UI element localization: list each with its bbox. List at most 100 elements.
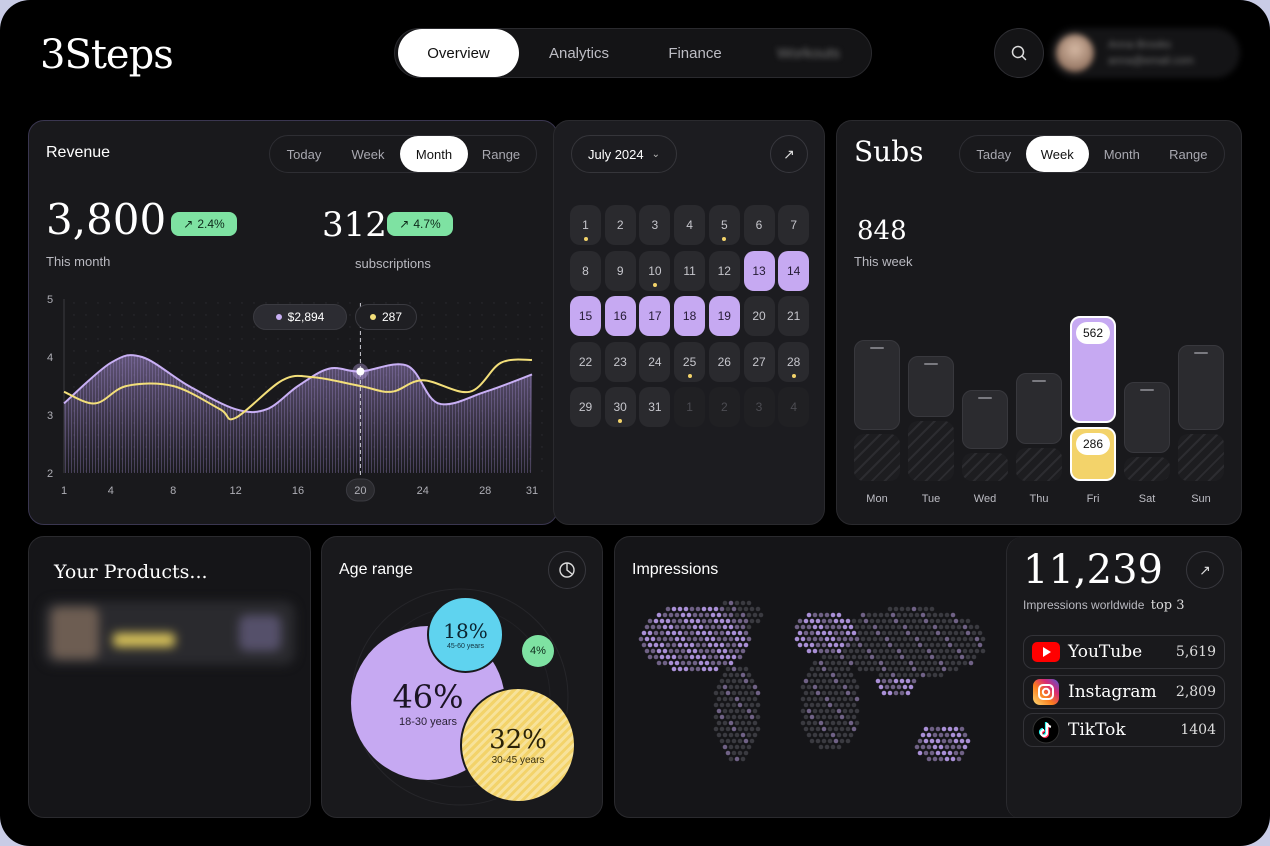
calendar-day[interactable]: 25: [674, 341, 706, 382]
world-map[interactable]: [625, 593, 1005, 813]
calendar-day[interactable]: 4: [674, 205, 706, 245]
subs-bar-upper[interactable]: [1178, 345, 1224, 430]
map-dot: [713, 606, 719, 612]
map-dot: [824, 660, 830, 666]
revenue-period-range[interactable]: Range: [481, 146, 521, 162]
calendar-day-number: 21: [787, 309, 801, 323]
age-bubble-30-45[interactable]: 32% 30-45 years: [460, 687, 576, 803]
map-dot: [725, 678, 731, 684]
subs-bar-lower[interactable]: [1016, 448, 1062, 481]
subs-bar-upper[interactable]: [962, 390, 1008, 449]
calendar-day[interactable]: 28: [778, 341, 810, 382]
revenue-period-today[interactable]: Today: [286, 146, 322, 162]
subs-bar-upper[interactable]: [1016, 373, 1062, 444]
subs-bar-lower[interactable]: [1124, 457, 1170, 481]
calendar-day[interactable]: 29: [570, 387, 601, 427]
subs-bar-upper[interactable]: [908, 356, 954, 417]
map-dot: [965, 642, 971, 648]
calendar-day-number: 16: [613, 309, 627, 323]
subs-bar-lower[interactable]: [908, 421, 954, 481]
age-range-card: Age range 46% 18-30 years 18% 45-60 year…: [321, 536, 603, 818]
event-dot-icon: [583, 237, 588, 241]
map-dot: [695, 630, 701, 636]
platform-row-youtube[interactable]: YouTube 5,619: [1023, 635, 1225, 669]
calendar-day[interactable]: 5: [708, 205, 740, 245]
map-dot: [917, 630, 923, 636]
map-dot: [707, 666, 713, 672]
calendar-day[interactable]: 23: [604, 341, 636, 382]
map-dot: [710, 636, 716, 642]
calendar-day[interactable]: 17: [639, 296, 671, 336]
map-dot: [704, 636, 710, 642]
subs-bar-upper[interactable]: [854, 340, 900, 430]
map-dot: [827, 714, 833, 720]
subs-period-range[interactable]: Range: [1169, 146, 1208, 162]
revenue-period-month[interactable]: Month: [400, 136, 468, 172]
map-dot: [899, 690, 905, 696]
expand-calendar-button[interactable]: ↗: [770, 135, 808, 173]
calendar-day[interactable]: 8: [570, 250, 601, 291]
tab-finance[interactable]: Finance: [668, 44, 722, 62]
age-bubble-other[interactable]: 4%: [522, 635, 554, 667]
calendar-day[interactable]: 12: [708, 250, 740, 291]
subs-bar-lower[interactable]: [854, 434, 900, 481]
subs-period-month[interactable]: Month: [1103, 146, 1140, 162]
calendar-day[interactable]: 20: [743, 296, 775, 336]
map-dot: [737, 618, 743, 624]
tab-workouts[interactable]: Workouts: [776, 44, 841, 62]
calendar-day[interactable]: 11: [674, 250, 706, 291]
map-dot: [923, 630, 929, 636]
map-dot: [887, 654, 893, 660]
map-dot: [719, 738, 725, 744]
map-dot: [734, 612, 740, 618]
subs-bar-lower[interactable]: 286: [1070, 427, 1116, 481]
platform-row-tiktok[interactable]: TikTok 1404: [1023, 713, 1225, 747]
calendar-day[interactable]: 31: [639, 387, 671, 427]
platform-row-instagram[interactable]: Instagram 2,809: [1023, 675, 1225, 709]
map-dot: [716, 624, 722, 630]
calendar-day[interactable]: 1: [570, 205, 601, 245]
calendar-day[interactable]: 10: [639, 250, 671, 291]
tab-analytics[interactable]: Analytics: [548, 44, 610, 62]
month-selector[interactable]: July 2024 ⌄: [571, 135, 677, 173]
subs-bar-lower[interactable]: [1178, 434, 1224, 481]
subs-period-today[interactable]: Taday: [976, 146, 1012, 162]
profile-menu[interactable]: Anna Brooks anna@email.com: [1050, 28, 1240, 78]
subs-bar-lower[interactable]: [962, 453, 1008, 481]
map-dot: [902, 672, 908, 678]
calendar-day[interactable]: 15: [570, 296, 601, 336]
calendar-day[interactable]: 6: [743, 205, 775, 245]
calendar-day[interactable]: 22: [570, 341, 601, 382]
calendar-day[interactable]: 2: [604, 205, 636, 245]
calendar-day[interactable]: 19: [708, 296, 740, 336]
map-dot: [836, 744, 842, 750]
revenue-period-week[interactable]: Week: [351, 146, 385, 162]
tab-overview[interactable]: Overview: [398, 29, 519, 77]
calendar-day[interactable]: 14: [778, 250, 810, 291]
map-dot: [971, 642, 977, 648]
calendar-day[interactable]: 27: [743, 341, 775, 382]
revenue-line-chart[interactable]: 2 3 4 5 1 4 8 12 16 20 24 28 31: [29, 291, 558, 521]
subs-bar-upper[interactable]: 562: [1070, 316, 1116, 423]
calendar-day[interactable]: 16: [604, 296, 636, 336]
calendar-day[interactable]: 3: [639, 205, 671, 245]
subs-period-week[interactable]: Week: [1025, 136, 1090, 172]
product-item[interactable]: [43, 601, 295, 665]
map-dot: [743, 690, 749, 696]
calendar-day[interactable]: 26: [708, 341, 740, 382]
subs-bar-upper[interactable]: [1124, 382, 1170, 453]
age-bubble-45-60[interactable]: 18% 45-60 years: [427, 596, 504, 673]
expand-impressions-button[interactable]: ↗: [1186, 551, 1224, 589]
map-dot: [923, 726, 929, 732]
age-chart-button[interactable]: [548, 551, 586, 589]
legend-dot-icon: [369, 314, 376, 320]
calendar-day[interactable]: 18: [674, 296, 706, 336]
calendar-day[interactable]: 24: [639, 341, 671, 382]
map-dot: [830, 636, 836, 642]
calendar-day[interactable]: 21: [778, 296, 810, 336]
calendar-day[interactable]: 7: [778, 205, 810, 245]
search-button[interactable]: [994, 28, 1044, 78]
calendar-day[interactable]: 30: [604, 387, 636, 427]
calendar-day[interactable]: 9: [604, 250, 636, 291]
calendar-day[interactable]: 13: [743, 250, 775, 291]
